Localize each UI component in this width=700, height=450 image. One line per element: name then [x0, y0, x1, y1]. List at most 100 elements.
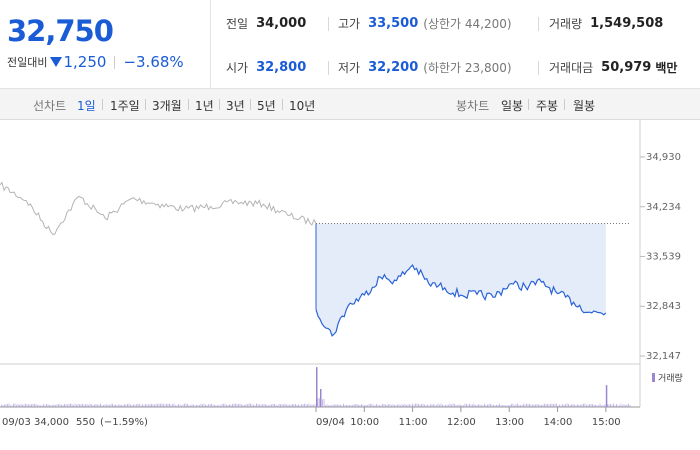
volume-bar	[287, 404, 289, 407]
volume-bar	[196, 404, 197, 407]
volume-bar	[586, 405, 587, 407]
volume-bar	[113, 405, 115, 407]
volume-bar	[7, 404, 8, 407]
divider	[538, 61, 539, 75]
volume-bar	[190, 405, 191, 407]
volume-bar	[185, 403, 187, 407]
range-tab-1w[interactable]: 1주일	[110, 99, 140, 113]
volume-bar	[266, 404, 268, 407]
today-area	[316, 223, 606, 336]
volume-bar	[365, 404, 367, 407]
candle-tab-weekly[interactable]: 주봉	[536, 99, 559, 113]
volume-bar	[376, 403, 377, 407]
candle-tab-monthly[interactable]: 월봉	[573, 99, 596, 113]
volume-bar	[398, 404, 400, 407]
volume-bar	[518, 404, 520, 407]
volume-bar	[293, 404, 295, 407]
high-price: 고가 33,500 (상한가 44,200)	[338, 13, 512, 33]
volume-bar	[571, 404, 572, 407]
volume-bar	[491, 404, 493, 407]
volume-bar	[580, 405, 581, 407]
volume-bar	[235, 403, 236, 407]
volume-bar	[385, 404, 386, 407]
volume-bar	[218, 405, 220, 407]
range-tab-10y[interactable]: 10년	[289, 99, 316, 113]
volume-bar	[200, 403, 202, 407]
volume-bar	[97, 404, 98, 407]
volume-bar	[2, 405, 4, 407]
volume-bar	[40, 405, 41, 407]
candle-tab-daily[interactable]: 일봉	[501, 99, 524, 113]
trade-amount-label: 거래대금	[549, 60, 594, 75]
volume-bar	[254, 405, 256, 407]
volume-bar	[100, 403, 101, 407]
range-tab-1y[interactable]: 1년	[195, 99, 214, 113]
volume-bar	[356, 404, 358, 407]
volume-bar	[44, 405, 46, 407]
volume-bar	[544, 403, 545, 407]
volume-bar	[31, 404, 32, 407]
volume-bar	[286, 404, 287, 407]
volume-bar	[95, 404, 97, 407]
volume-bar	[395, 405, 397, 407]
prev-close-value: 34,000	[256, 15, 307, 31]
prev-day-line	[0, 181, 317, 235]
volume-bar	[79, 404, 80, 407]
prev-close-reference	[315, 223, 630, 310]
volume-bar	[94, 404, 95, 407]
volume-panel	[1, 367, 631, 407]
x-axis: 09/04 10:00 11:00 12:00 13:00 14:00 15:00	[315, 407, 621, 428]
volume-bar	[241, 404, 242, 407]
current-price: 32,750	[7, 14, 114, 48]
volume-bar	[71, 404, 73, 407]
volume-bar	[77, 403, 79, 407]
volume-bar	[389, 404, 391, 407]
volume-bar	[427, 404, 428, 407]
volume-bar	[53, 404, 55, 407]
volume-bar	[208, 404, 209, 407]
volume-bar	[34, 403, 35, 407]
volume-bar	[541, 405, 542, 407]
range-tab-5y[interactable]: 5년	[257, 99, 276, 113]
volume-bar	[125, 404, 127, 407]
volume-bar	[188, 405, 190, 407]
volume-bar	[295, 404, 296, 407]
volume-bar	[187, 403, 188, 407]
volume-bar	[1, 404, 2, 407]
volume-bar	[166, 403, 167, 407]
volume-bar	[598, 405, 599, 407]
volume-bar	[475, 405, 476, 407]
volume-bar	[317, 398, 319, 407]
range-tab-1d[interactable]: 1일	[77, 99, 96, 113]
volume-bar	[278, 404, 280, 407]
volume-bar	[532, 404, 533, 407]
divider	[282, 99, 283, 110]
volume-bar	[556, 403, 557, 407]
volume-bar	[43, 404, 44, 407]
change-percent: −3.68%	[123, 53, 184, 71]
range-tab-3y[interactable]: 3년	[226, 99, 245, 113]
volume-bar	[577, 404, 578, 407]
volume-bar	[289, 404, 290, 407]
volume-bar	[259, 404, 260, 407]
volume-bar	[412, 403, 413, 407]
volume-bar	[371, 403, 373, 407]
range-tab-3m[interactable]: 3개월	[152, 99, 182, 113]
volume-bar	[529, 403, 530, 407]
volume-bar	[575, 405, 577, 407]
volume-bar	[128, 403, 130, 407]
volume-bar	[47, 404, 49, 407]
volume-bar	[563, 404, 565, 407]
volume-peak-bar	[316, 367, 318, 407]
volume-bar	[599, 403, 601, 407]
volume-bar	[212, 404, 214, 407]
volume-bar	[107, 404, 109, 407]
volume-bar	[482, 405, 484, 407]
volume-bar	[211, 403, 212, 407]
volume-bar	[265, 404, 266, 407]
volume-bar	[145, 404, 146, 407]
volume-bar	[418, 403, 419, 407]
volume-bar	[14, 403, 16, 407]
volume-bar	[604, 404, 605, 407]
volume-bar	[602, 405, 604, 407]
